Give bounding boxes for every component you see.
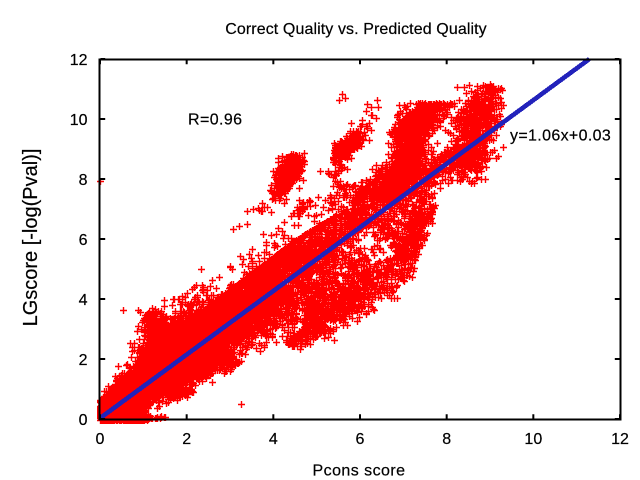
- svg-text:y=1.06x+0.03: y=1.06x+0.03: [510, 127, 611, 144]
- svg-text:Pcons score: Pcons score: [313, 463, 406, 480]
- svg-text:8: 8: [79, 172, 88, 189]
- svg-text:R=0.96: R=0.96: [188, 112, 242, 129]
- svg-text:4: 4: [79, 292, 88, 309]
- svg-text:6: 6: [79, 232, 88, 249]
- svg-text:LGscore [-log(Pval)]: LGscore [-log(Pval)]: [20, 149, 42, 327]
- svg-text:0: 0: [79, 412, 88, 429]
- svg-text:12: 12: [611, 431, 629, 448]
- svg-text:10: 10: [524, 431, 542, 448]
- svg-text:Correct Quality vs. Predicted: Correct Quality vs. Predicted Quality: [225, 21, 487, 38]
- svg-text:8: 8: [442, 431, 451, 448]
- svg-text:2: 2: [79, 352, 88, 369]
- svg-text:12: 12: [70, 52, 88, 69]
- svg-text:0: 0: [96, 431, 105, 448]
- svg-text:4: 4: [269, 431, 278, 448]
- svg-text:10: 10: [70, 112, 88, 129]
- svg-text:6: 6: [356, 431, 365, 448]
- svg-text:2: 2: [182, 431, 191, 448]
